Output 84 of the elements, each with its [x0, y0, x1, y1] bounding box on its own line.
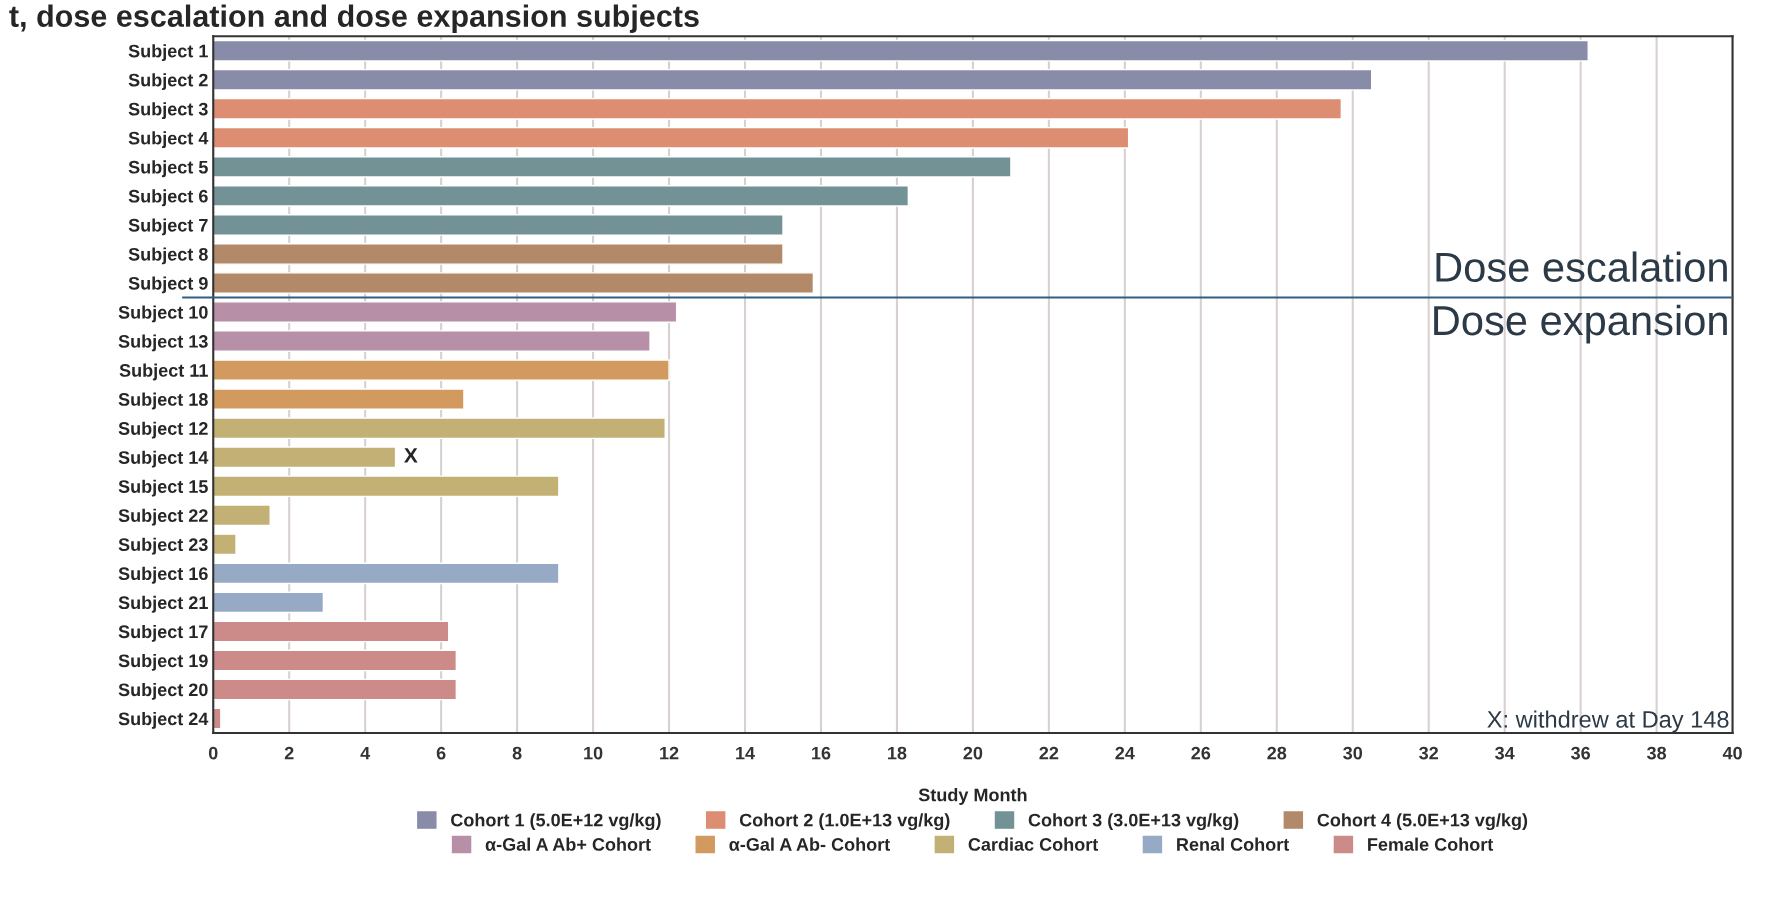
x-tick-label: 20	[963, 746, 983, 760]
legend-label: Cohort 1 (5.0E+12 vg/kg)	[451, 813, 661, 831]
bar	[213, 620, 450, 643]
bar	[213, 156, 1012, 178]
x-tick-label: 34	[1495, 746, 1515, 760]
y-tick-label: Subject 5	[128, 160, 208, 178]
legend-label: α-Gal A Ab- Cohort	[729, 837, 890, 851]
x-tick-label: 28	[1267, 746, 1287, 760]
bar	[213, 591, 325, 614]
x-tick-label: 36	[1571, 746, 1591, 760]
y-tick-label: Subject 8	[128, 247, 208, 265]
x-tick-label: 18	[888, 746, 907, 760]
x-tick-label: 10	[584, 746, 603, 760]
bar	[213, 272, 815, 294]
bar	[213, 388, 465, 411]
bar	[213, 301, 678, 323]
y-tick-label: Subject 1	[128, 44, 208, 62]
y-tick-label: Subject 23	[118, 537, 208, 555]
y-tick-label: Subject 21	[118, 595, 208, 613]
y-tick-label: Subject 22	[118, 508, 208, 526]
y-tick-label: Subject 18	[118, 392, 208, 410]
x-tick-label: 26	[1191, 746, 1211, 760]
y-tick-label: Subject 7	[128, 218, 208, 236]
bar	[213, 214, 784, 236]
y-tick-label: Subject 6	[128, 189, 208, 207]
y-tick-label: Subject 20	[118, 682, 208, 700]
y-tick-label: Subject 2	[128, 73, 208, 91]
legend-label: Cardiac Cohort	[968, 837, 1099, 851]
legend-label: Cohort 3 (3.0E+13 vg/kg)	[1028, 813, 1239, 831]
y-tick-label: Subject 13	[118, 334, 208, 352]
x-tick-label: 12	[660, 746, 679, 760]
bar	[213, 707, 222, 730]
bar	[213, 678, 458, 701]
bar	[213, 359, 670, 381]
legend-label: Renal Cohort	[1177, 837, 1290, 851]
x-axis-title: Study Month	[918, 788, 1027, 805]
y-tick-label: Subject 11	[119, 363, 208, 381]
annotation: X: withdrew at Day 148	[1487, 710, 1729, 733]
y-tick-label: Subject 4	[128, 131, 209, 149]
bar	[213, 68, 1373, 91]
bar	[213, 475, 560, 498]
bar	[213, 417, 666, 440]
annotation: X	[404, 448, 418, 463]
y-tick-label: Subject 17	[118, 624, 208, 642]
y-tick-label: Subject 10	[118, 305, 208, 323]
x-tick-label: 24	[1115, 746, 1135, 760]
x-tick-label: 8	[512, 746, 522, 760]
y-tick-label: Subject 12	[118, 421, 208, 439]
x-tick-label: 6	[436, 746, 446, 760]
y-tick-label: Subject 9	[128, 276, 208, 294]
y-tick-label: Subject 3	[128, 102, 208, 120]
bar	[213, 126, 1130, 149]
bar	[213, 330, 651, 352]
x-tick-label: 22	[1039, 746, 1059, 760]
bar	[213, 504, 271, 527]
y-tick-label: Subject 24	[118, 711, 209, 729]
bar	[213, 649, 458, 672]
x-tick-label: 0	[208, 746, 218, 760]
legend-label: Female Cohort	[1368, 837, 1494, 851]
bar	[213, 446, 397, 469]
bar	[213, 562, 560, 585]
bar	[213, 243, 784, 265]
x-tick-label: 14	[736, 746, 755, 760]
legend-label: Cohort 4 (5.0E+13 vg/kg)	[1317, 813, 1528, 831]
legend-label: α-Gal A Ab+ Cohort	[485, 837, 651, 851]
y-tick-label: Subject 15	[118, 479, 208, 497]
y-tick-label: Subject 14	[118, 450, 209, 468]
x-tick-label: 32	[1419, 746, 1439, 760]
x-tick-label: 30	[1343, 746, 1363, 760]
bar	[213, 185, 910, 207]
legend-label: Cohort 2 (1.0E+13 vg/kg)	[739, 813, 950, 831]
x-tick-label: 40	[1722, 746, 1742, 760]
annotation: Dose expansion	[1434, 304, 1727, 344]
x-tick-label: 38	[1646, 746, 1667, 760]
annotation: Dose escalation	[1436, 251, 1727, 283]
x-tick-label: 4	[360, 746, 371, 760]
y-tick-label: Subject 19	[118, 653, 208, 671]
chart-title: t, dose escalation and dose expansion subjects	[9, 4, 699, 34]
bar	[213, 39, 1589, 62]
x-tick-label: 2	[284, 746, 294, 760]
bar	[213, 533, 237, 556]
y-tick-label: Subject 16	[118, 566, 208, 584]
bar	[213, 97, 1343, 120]
x-tick-label: 16	[812, 746, 831, 760]
